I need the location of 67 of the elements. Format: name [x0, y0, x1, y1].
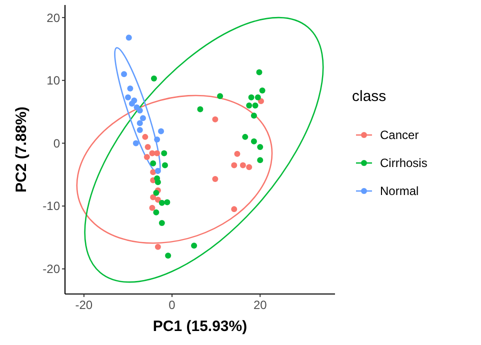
point [144, 144, 151, 150]
legend-label: Cancer [380, 128, 419, 142]
point [212, 116, 218, 122]
point [161, 150, 168, 156]
point [258, 98, 264, 104]
point [217, 93, 224, 100]
y-tick-label: 0 [53, 136, 60, 150]
point [256, 69, 262, 76]
point [250, 112, 257, 119]
point [132, 140, 139, 146]
point [150, 169, 156, 176]
legend-label: Cirrhosis [380, 156, 428, 170]
y-tick-label: -20 [42, 262, 60, 276]
point [128, 100, 135, 107]
point [121, 71, 128, 78]
point [257, 157, 264, 164]
point [162, 162, 168, 168]
point [240, 162, 246, 168]
point [197, 106, 204, 112]
point [158, 200, 165, 206]
point [252, 102, 258, 109]
point [153, 209, 160, 216]
point [246, 164, 252, 170]
point [154, 244, 161, 250]
point [136, 127, 143, 134]
point [234, 150, 240, 157]
point [136, 108, 143, 114]
point [153, 190, 160, 196]
y-tick-label: -10 [42, 199, 60, 214]
point [254, 94, 261, 100]
point [250, 138, 257, 144]
point [154, 136, 160, 142]
point [242, 134, 248, 140]
point [231, 206, 238, 212]
point [259, 87, 266, 94]
point [140, 115, 146, 122]
point [165, 252, 172, 259]
legend-title: class [352, 88, 386, 105]
x-tick-label: 0 [168, 298, 176, 312]
point [126, 34, 132, 41]
point [136, 120, 143, 126]
point [154, 168, 161, 174]
point [246, 102, 252, 109]
y-axis-title: PC2 (7.88%) [13, 106, 30, 192]
point [212, 176, 218, 182]
x-tick-label: -20 [75, 298, 93, 312]
point [124, 94, 131, 100]
x-axis-title: PC1 (15.93%) [152, 318, 248, 335]
point [231, 162, 238, 168]
point [144, 154, 150, 160]
point [127, 86, 134, 92]
point [142, 134, 148, 140]
point [158, 220, 165, 226]
point [248, 94, 254, 100]
point [154, 179, 161, 186]
point [191, 242, 198, 249]
point [149, 204, 156, 211]
point [154, 150, 160, 156]
x-tick-label: 20 [253, 298, 268, 312]
y-tick-label: 10 [46, 74, 60, 88]
point [164, 199, 170, 206]
point [150, 160, 156, 166]
y-tick-label: 20 [46, 10, 60, 25]
point [150, 76, 157, 82]
point [257, 144, 264, 150]
point [158, 128, 164, 134]
legend-label: Normal [380, 184, 419, 198]
